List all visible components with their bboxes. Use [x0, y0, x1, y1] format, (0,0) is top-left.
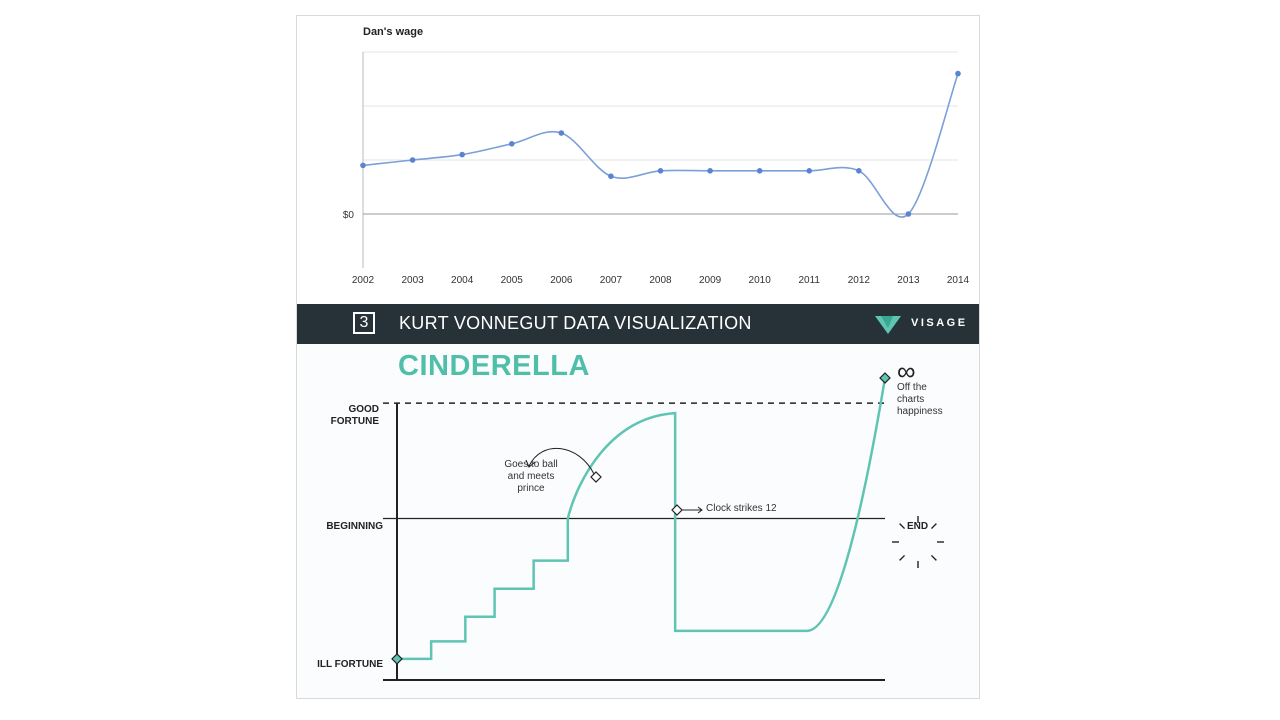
banner-title: KURT VONNEGUT DATA VISUALIZATION [399, 313, 752, 333]
wage-data-point [707, 168, 713, 174]
x-tick-label: 2007 [600, 275, 623, 286]
x-tick-label: 2010 [749, 275, 772, 286]
wage-data-point [806, 168, 813, 174]
annotation-clock: Clock strikes 12 [706, 503, 777, 514]
annotation-off-chart: Off the charts happiness [897, 382, 943, 417]
x-tick-label: 2014 [947, 275, 970, 286]
clock-marker [671, 504, 683, 516]
x-tick-label: 2013 [897, 275, 920, 286]
ball-marker [590, 471, 602, 483]
start-marker [391, 653, 403, 665]
end-label: END [907, 521, 929, 532]
cinderella-curve [397, 377, 887, 661]
wage-data-point [608, 173, 614, 179]
story-chart [383, 372, 944, 681]
end-burst-ray [899, 523, 906, 530]
wage-data-point [558, 130, 565, 136]
wage-data-point [657, 168, 664, 174]
wage-series-line [362, 73, 959, 218]
x-tick-label: 2005 [501, 275, 524, 286]
x-tick-label: 2006 [550, 275, 573, 286]
wage-data-point [508, 141, 515, 147]
wage-chart-panel: $0 2002 2003 2004 2005 2006 2007 2008 2009 2010 20… [297, 16, 979, 304]
y-label-ill-fortune: ILL FORTUNE [317, 659, 383, 670]
banner-brand: VISAGE [911, 317, 968, 329]
wage-data-point [409, 157, 416, 163]
annotation-ball: Goes to ball and meets prince [504, 459, 558, 494]
banner: 3 KURT VONNEGUT DATA VISUALIZATION VISAG… [297, 304, 979, 344]
wage-chart: $0 2002 2003 2004 2005 2006 2007 2008 2009 2010 20… [343, 51, 970, 286]
x-tick-label: 2011 [798, 275, 820, 286]
wage-data-point [856, 168, 862, 174]
x-tick-label: 2004 [451, 275, 474, 286]
end-marker [879, 372, 891, 384]
end-burst-ray [930, 554, 937, 561]
ball-arrowhead [525, 459, 536, 468]
x-tick-label: 2009 [699, 275, 722, 286]
x-tick-label: 2008 [649, 275, 672, 286]
y-label-good-fortune: GOOD FORTUNE [330, 404, 379, 427]
x-tick-label: 2002 [352, 275, 375, 286]
y-label-beginning: BEGINNING [326, 521, 383, 532]
story-chart-panel: CINDERELLA GOOD FORTUNE BEGINNING ILL FO… [297, 344, 979, 698]
end-burst-ray [899, 554, 906, 561]
wage-data-point [905, 211, 912, 217]
x-tick-label: 2012 [848, 275, 871, 286]
banner-number: 3 [353, 312, 375, 334]
clock-arrowhead [697, 506, 703, 514]
wage-data-point [756, 168, 763, 174]
wage-data-point [955, 70, 961, 77]
wage-data-point [360, 162, 366, 169]
x-tick-label: 2003 [401, 275, 424, 286]
end-burst-ray [930, 523, 937, 530]
ball-annotation-arrow [528, 447, 595, 475]
visage-logo-icon [875, 316, 901, 334]
y-tick-label: $0 [343, 210, 355, 221]
infinity-icon: ∞ [897, 356, 916, 386]
wage-data-point [459, 151, 465, 158]
slide: $0 2002 2003 2004 2005 2006 2007 2008 2009 2010 20… [296, 15, 980, 699]
story-title: CINDERELLA [398, 350, 590, 382]
wage-chart-title: Dan's wage [363, 26, 424, 38]
